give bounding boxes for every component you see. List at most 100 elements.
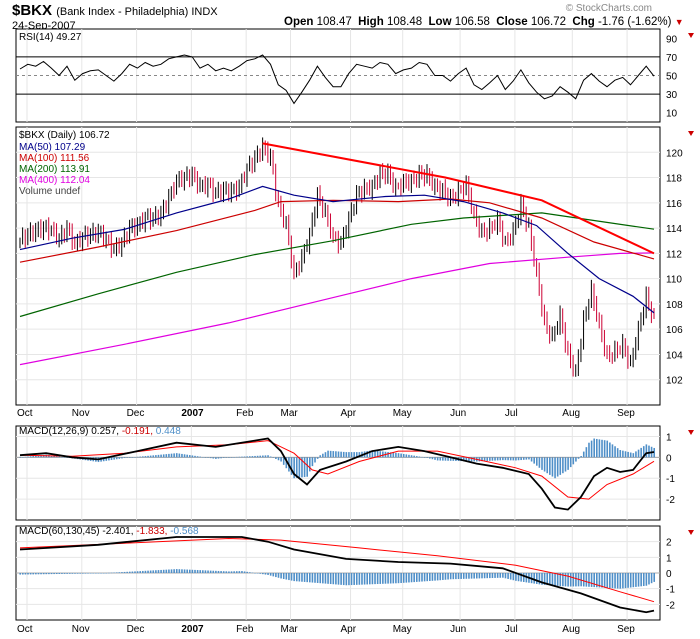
price-legend: $BKX (Daily) 106.72 <box>19 130 110 141</box>
macd1-histogram-bar <box>423 457 426 458</box>
macd2-histogram-bar <box>627 573 629 588</box>
macd1-histogram-bar <box>340 451 342 458</box>
macd1-histogram-bar <box>225 457 228 458</box>
macd2-histogram-bar <box>82 573 84 574</box>
macd2-histogram-bar <box>400 573 402 584</box>
macd1-histogram-bar <box>588 442 590 458</box>
macd2-histogram-bar <box>298 573 301 582</box>
month-label: Feb <box>236 408 254 419</box>
rsi-tick-label: 30 <box>666 90 678 101</box>
macd2-histogram-bar <box>238 571 241 573</box>
macd2-histogram-bar <box>228 571 230 573</box>
macd1-histogram-bar <box>502 457 504 461</box>
macd2-histogram-bar <box>543 573 546 585</box>
rsi-tick-label: 50 <box>666 72 678 83</box>
macd2-histogram-bar <box>596 573 598 588</box>
macd1-histogram-bar <box>233 457 235 458</box>
macd1-histogram-bar <box>53 455 55 458</box>
macd1-histogram-bar <box>217 457 220 459</box>
macd1-histogram-bar <box>449 457 452 461</box>
macd2-signal-line <box>19 537 655 603</box>
macd2-histogram-bar <box>225 571 228 573</box>
macd1-histogram-bar <box>410 455 413 458</box>
macd2-histogram-bar <box>507 573 509 579</box>
macd2-histogram-bar <box>585 573 588 587</box>
macd1-histogram-bar <box>609 442 611 458</box>
macd2-histogram-bar <box>642 573 645 587</box>
macd1-histogram-bar <box>280 457 282 462</box>
macd2-histogram-bar <box>233 571 235 573</box>
macd2-histogram-bar <box>460 573 462 579</box>
macd2-histogram-bar <box>405 573 408 583</box>
macd1-histogram-bar <box>556 457 559 477</box>
price-tick-label: 102 <box>666 376 683 387</box>
macd2-histogram-bar <box>408 573 410 583</box>
macd2-histogram-bar <box>196 570 199 573</box>
macd2-histogram-bar <box>512 573 515 581</box>
macd2-histogram-bar <box>601 573 603 588</box>
macd1-histogram-bar <box>301 457 303 478</box>
macd2-histogram-bar <box>191 569 194 573</box>
macd1-histogram-bar <box>640 447 642 458</box>
macd2-histogram-bar <box>264 573 267 575</box>
macd2-histogram-bar <box>624 573 627 589</box>
macd1-histogram-bar <box>405 454 408 458</box>
macd1-histogram-bar <box>29 456 32 458</box>
ma200-line <box>19 212 655 318</box>
macd1-histogram-bar <box>554 457 556 479</box>
macd2-histogram-bar <box>324 573 327 584</box>
macd2-histogram-bar <box>376 573 379 585</box>
month-label: Sep <box>617 408 635 419</box>
macd2-histogram-bar <box>382 573 384 584</box>
macd1-histogram-bar <box>335 451 337 458</box>
macd2-histogram-bar <box>181 569 183 573</box>
macd1-histogram-bar <box>408 454 410 458</box>
macd2-histogram-bar <box>131 571 134 573</box>
panel-menu-arrow-icon <box>688 530 694 535</box>
macd2-histogram-bar <box>40 573 42 575</box>
macd2-histogram-bar <box>444 573 447 580</box>
macd1-histogram-bar <box>157 454 160 458</box>
macd1-histogram-bar <box>478 457 481 462</box>
macd1-histogram-bar <box>366 451 369 458</box>
month-label: May <box>393 624 412 635</box>
macd1-histogram-bar <box>525 457 528 460</box>
macd2-histogram-bar <box>170 569 173 573</box>
macd2-histogram-bar <box>71 573 74 574</box>
plot-layer <box>19 54 655 614</box>
macd2-histogram-bar <box>423 573 426 582</box>
macd2-histogram-bar <box>139 571 142 573</box>
macd1-histogram-bar <box>282 457 285 465</box>
ma50-line <box>19 185 655 314</box>
month-label: 2007 <box>181 624 204 635</box>
macd1-histogram-bar <box>582 451 585 458</box>
macd1-histogram-bar <box>202 456 204 458</box>
macd1-histogram-bar <box>115 457 118 460</box>
macd1-histogram-bar <box>22 457 24 458</box>
macd1-histogram-bar <box>413 455 415 458</box>
macd1-histogram-bar <box>374 450 376 458</box>
macd1-tick-label: 1 <box>666 432 672 443</box>
macd1-histogram-bar <box>486 457 489 461</box>
price-tick-label: 108 <box>666 300 683 311</box>
macd2-histogram-bar <box>494 573 496 578</box>
macd2-histogram-bar <box>572 573 575 587</box>
macd2-histogram-bar <box>142 570 144 573</box>
macd1-histogram-bar <box>327 450 329 458</box>
macd2-histogram-bar <box>499 573 502 578</box>
macd2-histogram-bar <box>502 573 504 578</box>
macd2-histogram-bar <box>329 573 332 585</box>
macd2-tick-label: -1 <box>666 585 675 596</box>
symbol: $BKX <box>12 2 53 19</box>
macd2-histogram-bar <box>489 573 491 579</box>
macd2-histogram-bar <box>340 573 342 585</box>
change-value: -1.76 (-1.62%) <box>597 16 672 28</box>
ma100-legend: MA(100) 111.56 <box>19 153 90 164</box>
macd1-histogram-bar <box>355 452 358 458</box>
macd2-histogram-bar <box>248 572 251 573</box>
macd2-legend: MACD(60,130,45) -2.401, -1.833, -0.568 <box>19 526 199 537</box>
macd2-histogram-bar <box>35 573 37 575</box>
macd1-histogram-bar <box>426 457 429 458</box>
macd1-histogram-bar <box>183 454 186 458</box>
macd1-histogram-bar <box>173 453 175 458</box>
